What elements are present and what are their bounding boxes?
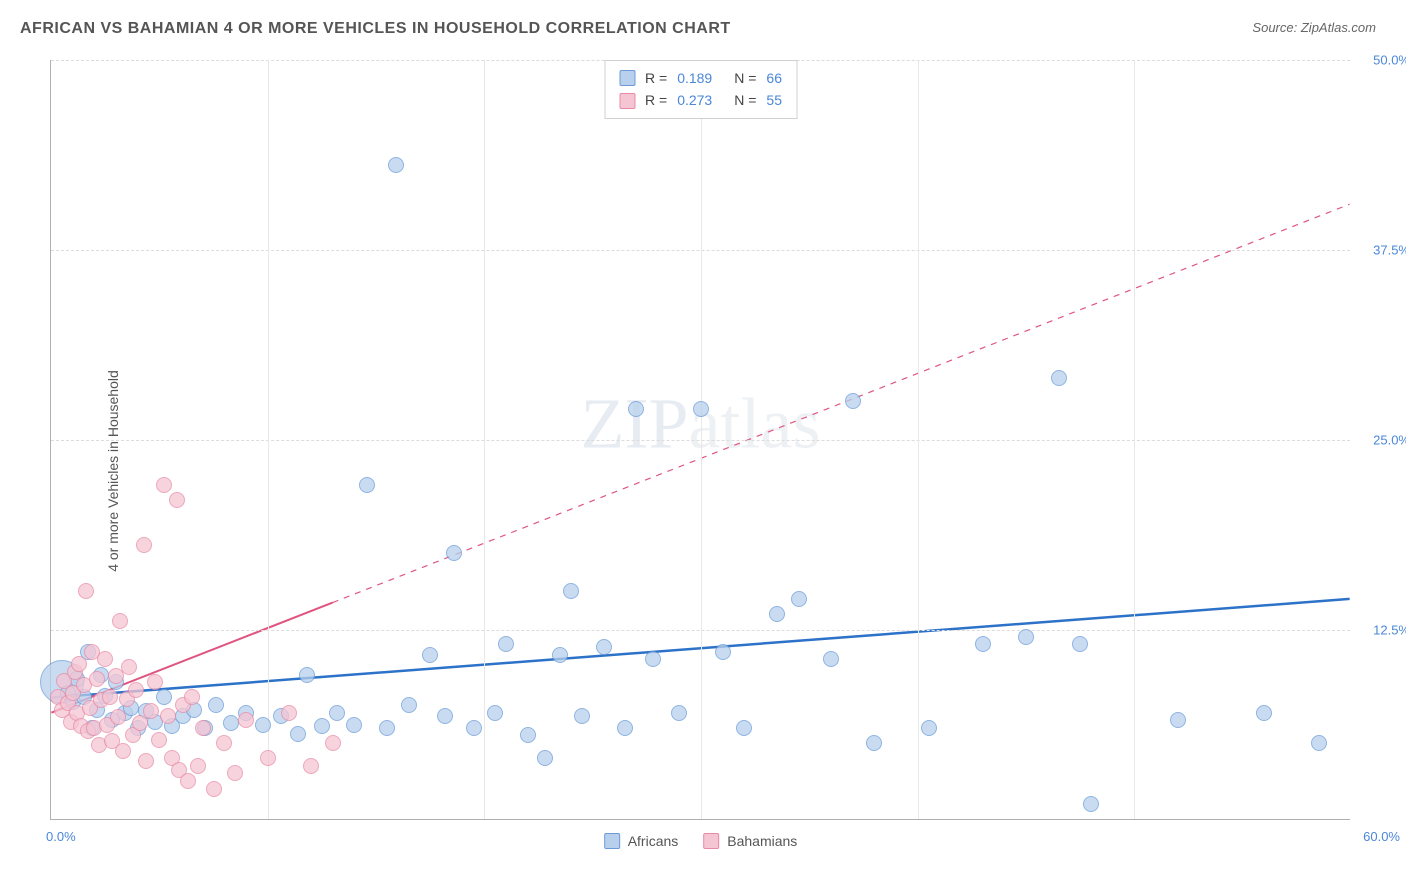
series-legend: Africans Bahamians	[604, 833, 798, 849]
data-point	[791, 591, 807, 607]
data-point	[693, 401, 709, 417]
y-tick-label: 25.0%	[1355, 433, 1406, 448]
data-point	[89, 671, 105, 687]
data-point	[78, 583, 94, 599]
data-point	[143, 703, 159, 719]
data-point	[223, 715, 239, 731]
data-point	[1083, 796, 1099, 812]
data-point	[921, 720, 937, 736]
data-point	[1256, 705, 1272, 721]
data-point	[110, 709, 126, 725]
data-point	[71, 656, 87, 672]
data-point	[617, 720, 633, 736]
data-point	[281, 705, 297, 721]
data-point	[1072, 636, 1088, 652]
data-point	[160, 708, 176, 724]
data-point	[156, 477, 172, 493]
data-point	[115, 743, 131, 759]
data-point	[346, 717, 362, 733]
data-point	[359, 477, 375, 493]
plot-area: R =0.189N =66R =0.273N =55 ZIPatlas 0.0%…	[50, 60, 1350, 820]
data-point	[845, 393, 861, 409]
data-point	[379, 720, 395, 736]
legend-row: R =0.189N =66	[619, 67, 782, 89]
data-point	[388, 157, 404, 173]
x-tick-max: 60.0%	[1363, 829, 1400, 844]
data-point	[596, 639, 612, 655]
data-point	[184, 689, 200, 705]
data-point	[121, 659, 137, 675]
gridline-v	[918, 60, 919, 819]
data-point	[866, 735, 882, 751]
source-attribution: Source: ZipAtlas.com	[1252, 20, 1376, 35]
y-tick-label: 12.5%	[1355, 623, 1406, 638]
data-point	[715, 644, 731, 660]
data-point	[1018, 629, 1034, 645]
chart-container: 4 or more Vehicles in Household R =0.189…	[0, 50, 1406, 892]
x-tick-min: 0.0%	[46, 829, 76, 844]
data-point	[975, 636, 991, 652]
gridline-v	[268, 60, 269, 819]
data-point	[1170, 712, 1186, 728]
data-point	[151, 732, 167, 748]
correlation-legend: R =0.189N =66R =0.273N =55	[604, 60, 797, 119]
data-point	[645, 651, 661, 667]
data-point	[299, 667, 315, 683]
data-point	[769, 606, 785, 622]
gridline-v	[1134, 60, 1135, 819]
data-point	[574, 708, 590, 724]
data-point	[422, 647, 438, 663]
data-point	[138, 753, 154, 769]
data-point	[238, 712, 254, 728]
data-point	[628, 401, 644, 417]
data-point	[401, 697, 417, 713]
data-point	[128, 682, 144, 698]
data-point	[206, 781, 222, 797]
data-point	[260, 750, 276, 766]
chart-title: AFRICAN VS BAHAMIAN 4 OR MORE VEHICLES I…	[20, 20, 731, 38]
data-point	[520, 727, 536, 743]
gridline-v	[484, 60, 485, 819]
data-point	[437, 708, 453, 724]
data-point	[147, 674, 163, 690]
data-point	[290, 726, 306, 742]
data-point	[190, 758, 206, 774]
legend-row: R =0.273N =55	[619, 89, 782, 111]
y-tick-label: 50.0%	[1355, 53, 1406, 68]
data-point	[314, 718, 330, 734]
data-point	[563, 583, 579, 599]
data-point	[255, 717, 271, 733]
data-point	[303, 758, 319, 774]
data-point	[329, 705, 345, 721]
data-point	[227, 765, 243, 781]
data-point	[156, 689, 172, 705]
data-point	[208, 697, 224, 713]
data-point	[216, 735, 232, 751]
data-point	[325, 735, 341, 751]
data-point	[180, 773, 196, 789]
data-point	[537, 750, 553, 766]
legend-item: Africans	[604, 833, 679, 849]
data-point	[102, 689, 118, 705]
data-point	[1051, 370, 1067, 386]
data-point	[112, 613, 128, 629]
data-point	[552, 647, 568, 663]
legend-item: Bahamians	[703, 833, 797, 849]
data-point	[671, 705, 687, 721]
y-tick-label: 37.5%	[1355, 243, 1406, 258]
data-point	[498, 636, 514, 652]
data-point	[136, 537, 152, 553]
data-point	[97, 651, 113, 667]
data-point	[446, 545, 462, 561]
data-point	[169, 492, 185, 508]
data-point	[1311, 735, 1327, 751]
data-point	[823, 651, 839, 667]
gridline-v	[701, 60, 702, 819]
data-point	[195, 720, 211, 736]
data-point	[736, 720, 752, 736]
data-point	[466, 720, 482, 736]
data-point	[487, 705, 503, 721]
